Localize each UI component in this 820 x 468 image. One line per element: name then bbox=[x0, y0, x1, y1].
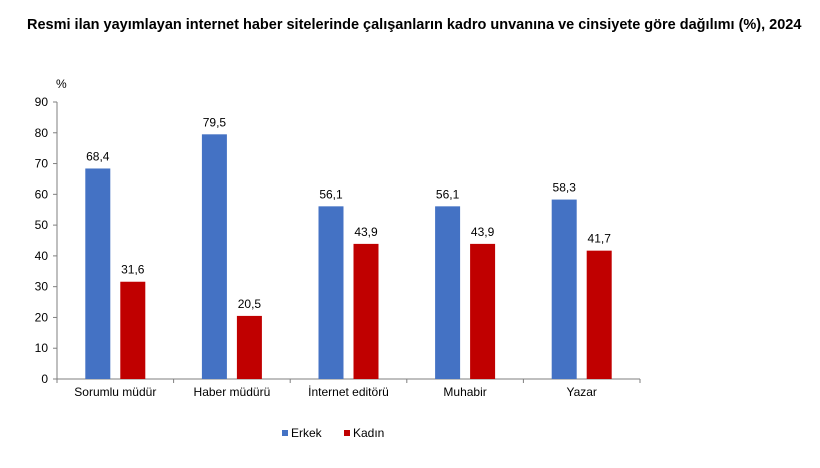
x-tick-label: Yazar bbox=[566, 385, 596, 399]
bar-erkek bbox=[201, 134, 227, 379]
bar-erkek bbox=[318, 206, 344, 379]
bar-erkek bbox=[435, 206, 461, 379]
x-axis: Sorumlu müdür Haber müdürü İnternet editör… bbox=[56, 378, 641, 399]
data-label: 31,6 bbox=[121, 263, 145, 277]
data-label: 41,7 bbox=[588, 232, 612, 246]
legend-swatch-kadın bbox=[344, 430, 350, 436]
bar-kadın bbox=[120, 281, 146, 379]
x-tick-label: İnternet editörü bbox=[308, 385, 389, 399]
data-label: 68,4 bbox=[86, 149, 110, 163]
y-tick-label: 10 bbox=[35, 341, 49, 355]
data-label: 20,5 bbox=[238, 297, 262, 311]
y-tick-label: 20 bbox=[35, 310, 49, 324]
y-tick-label: 50 bbox=[35, 218, 49, 232]
bar-kadın bbox=[236, 315, 262, 379]
legend-swatch-erkek bbox=[282, 430, 288, 436]
y-tick-label: 0 bbox=[41, 372, 48, 386]
y-tick-label: 70 bbox=[35, 157, 49, 171]
x-tick-label: Muhabir bbox=[443, 385, 486, 399]
y-tick-label: 80 bbox=[35, 126, 49, 140]
bar-kadın bbox=[586, 250, 612, 379]
legend-label: Erkek bbox=[291, 426, 323, 440]
data-label: 56,1 bbox=[436, 187, 460, 201]
y-tick-label: 30 bbox=[35, 280, 49, 294]
y-tick-label: 90 bbox=[35, 95, 49, 109]
data-label: 56,1 bbox=[319, 187, 343, 201]
bars: 68,4 31,6 79,5 20,5 56,1 43,9 56,1 43,9 58,3 41,7 bbox=[85, 115, 612, 379]
data-label: 43,9 bbox=[471, 225, 495, 239]
y-tick-label: 60 bbox=[35, 187, 49, 201]
bar-kadın bbox=[470, 243, 496, 379]
x-tick-label: Sorumlu müdür bbox=[74, 385, 156, 399]
y-axis-label: % bbox=[56, 77, 67, 91]
legend: Erkek Kadın bbox=[282, 426, 384, 440]
x-tick-label: Haber müdürü bbox=[194, 385, 271, 399]
data-label: 43,9 bbox=[354, 225, 378, 239]
data-label: 79,5 bbox=[203, 115, 227, 129]
bar-erkek bbox=[551, 199, 577, 379]
legend-label: Kadın bbox=[353, 426, 384, 440]
y-axis: 0 10 20 30 40 50 60 70 80 90 bbox=[35, 95, 58, 386]
y-tick-label: 40 bbox=[35, 249, 49, 263]
data-label: 58,3 bbox=[553, 181, 577, 195]
chart-title: Resmi ilan yayımlayan internet haber sit… bbox=[27, 17, 802, 33]
bar-erkek bbox=[85, 168, 111, 379]
bar-kadın bbox=[353, 243, 379, 379]
